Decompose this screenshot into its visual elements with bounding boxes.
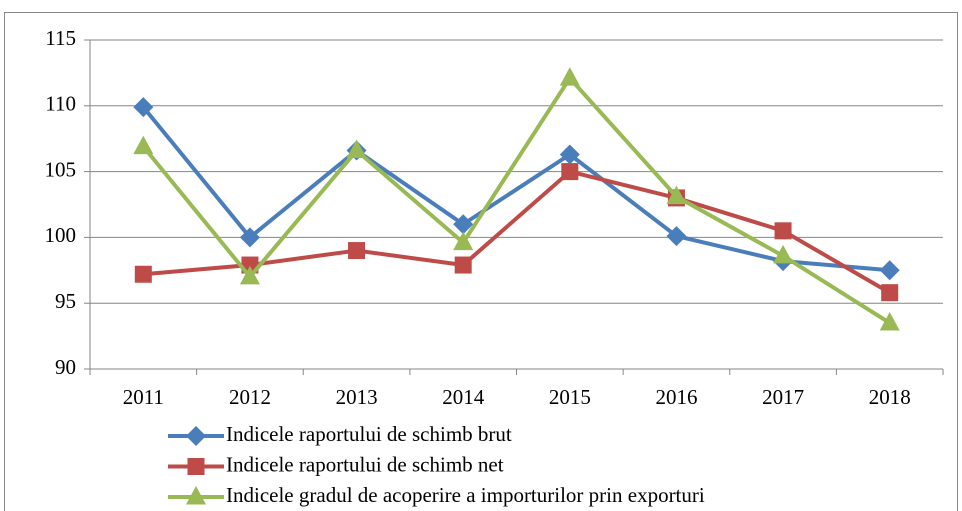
marker — [881, 284, 899, 302]
y-tick-label: 95 — [55, 289, 76, 313]
marker — [134, 265, 152, 283]
marker — [879, 311, 900, 331]
marker — [453, 214, 474, 235]
marker — [559, 67, 580, 86]
marker — [346, 139, 367, 159]
x-tick-label: 2016 — [655, 385, 697, 409]
marker — [133, 97, 154, 118]
marker — [666, 185, 687, 205]
legend-label: Indicele gradul de acoperire a importuri… — [226, 483, 705, 507]
x-tick-label: 2012 — [229, 385, 271, 409]
marker — [239, 227, 260, 248]
marker — [453, 231, 474, 251]
series-line — [143, 169, 891, 295]
x-tick-label: 2015 — [549, 385, 591, 409]
legend-label: Indicele raportului de schimb brut — [226, 422, 512, 446]
x-tick-label: 2011 — [123, 385, 164, 409]
y-tick-label: 105 — [45, 157, 77, 181]
x-tick-label: 2013 — [336, 385, 378, 409]
marker — [561, 163, 579, 181]
y-tick-label: 100 — [45, 223, 77, 247]
marker — [348, 242, 366, 260]
marker — [454, 256, 472, 274]
marker — [186, 486, 206, 505]
marker — [559, 144, 580, 165]
marker — [879, 260, 900, 281]
x-tick-label: 2014 — [442, 385, 485, 409]
series-line — [141, 76, 891, 325]
marker — [239, 265, 260, 285]
series-line — [141, 105, 890, 273]
y-tick-label: 110 — [45, 92, 76, 116]
y-tick-label: 90 — [55, 355, 76, 379]
legend-label: Indicele raportului de schimb net — [226, 452, 504, 476]
y-tick-label: 115 — [45, 26, 76, 50]
marker — [187, 458, 205, 475]
marker — [133, 135, 154, 155]
marker — [774, 222, 792, 240]
chart-frame — [4, 12, 958, 511]
marker — [186, 426, 206, 446]
x-tick-label: 2017 — [762, 385, 804, 409]
marker — [773, 244, 794, 264]
x-tick-label: 2018 — [869, 385, 911, 409]
marker — [666, 226, 687, 247]
